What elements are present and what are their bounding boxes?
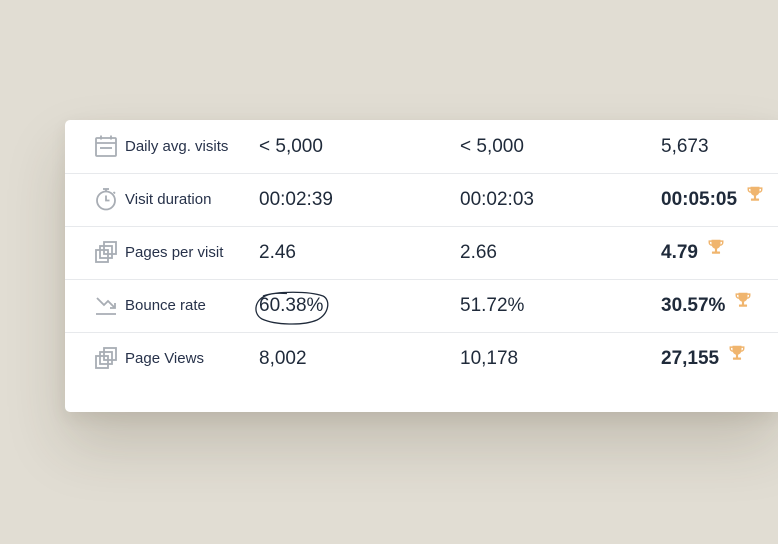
metric-label: Visit duration: [125, 191, 212, 208]
metric-label: Daily avg. visits: [125, 138, 229, 155]
table-row: Page Views 8,002 10,178 27,155: [65, 332, 778, 385]
trophy-icon: [728, 330, 746, 383]
trophy-icon: [707, 224, 725, 277]
value-cell: 8,002: [259, 348, 307, 369]
value-cell: < 5,000: [460, 136, 524, 157]
table-row: Pages per visit 2.46 2.66 4.79: [65, 226, 778, 280]
trophy-icon: [734, 277, 752, 330]
trend-arrow-icon: [94, 293, 118, 317]
trophy-icon: [746, 171, 764, 224]
value-cell: 00:02:39: [259, 189, 333, 210]
best-value: 00:05:05: [661, 189, 738, 210]
best-value: 4.79: [661, 242, 698, 263]
value-cell: < 5,000: [259, 136, 323, 157]
value-cell: 5,673: [661, 136, 709, 157]
stopwatch-icon: [94, 187, 118, 211]
metric-label: Page Views: [125, 350, 204, 367]
best-value: 30.57%: [661, 295, 726, 316]
table-row: Bounce rate 60.38% 51.72% 30.57%: [65, 279, 778, 333]
table-row: Visit duration 00:02:39 00:02:03 00:05:0…: [65, 173, 778, 227]
best-value-cell: 30.57%: [661, 279, 752, 332]
calendar-icon: [94, 134, 118, 158]
best-value-cell: 4.79: [661, 226, 725, 279]
pages-icon: [94, 346, 118, 370]
value-cell: 2.46: [259, 242, 296, 263]
value-cell: 60.38%: [255, 279, 329, 332]
best-value-cell: 27,155: [661, 332, 746, 385]
pages-icon: [94, 240, 118, 264]
table-row: Daily avg. visits < 5,000 < 5,000 5,673: [65, 120, 778, 174]
value-cell: 10,178: [460, 348, 519, 369]
comparison-table: Daily avg. visits < 5,000 < 5,000 5,673 …: [65, 120, 778, 412]
best-value: 27,155: [661, 348, 720, 369]
value-cell: 51.72%: [460, 295, 525, 316]
circled-value: 60.38%: [259, 295, 324, 316]
best-value-cell: 00:05:05: [661, 173, 764, 226]
metric-label: Pages per visit: [125, 244, 224, 261]
value-cell: 00:02:03: [460, 189, 534, 210]
metric-label: Bounce rate: [125, 297, 206, 314]
value-cell: 2.66: [460, 242, 497, 263]
